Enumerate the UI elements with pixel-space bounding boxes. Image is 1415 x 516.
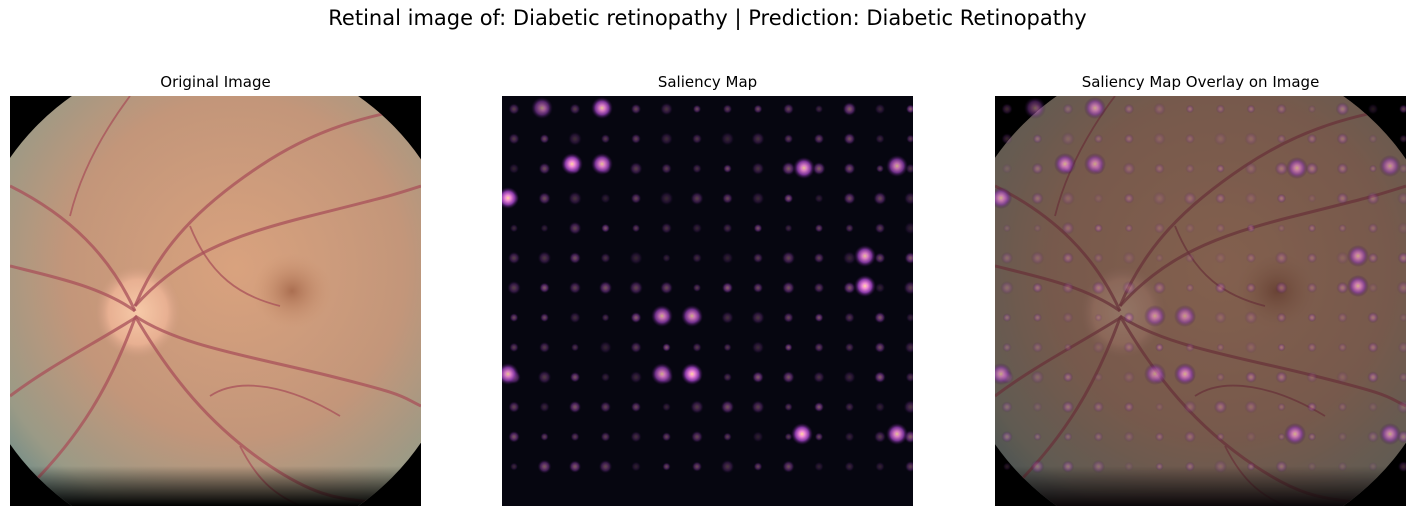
original-image [10, 96, 421, 506]
panel-title-saliency: Saliency Map [657, 73, 758, 91]
fundus-with-saliency-overlay [995, 96, 1406, 506]
fundus-photo [10, 96, 421, 506]
figure-title: Retinal image of: Diabetic retinopathy |… [328, 6, 1087, 30]
saliency-heatmap [502, 96, 913, 506]
panel-title-overlay: Saliency Map Overlay on Image [1081, 73, 1320, 91]
panel-title-original: Original Image [160, 73, 271, 91]
saliency-map [502, 96, 913, 506]
saliency-overlay-image [995, 96, 1406, 506]
